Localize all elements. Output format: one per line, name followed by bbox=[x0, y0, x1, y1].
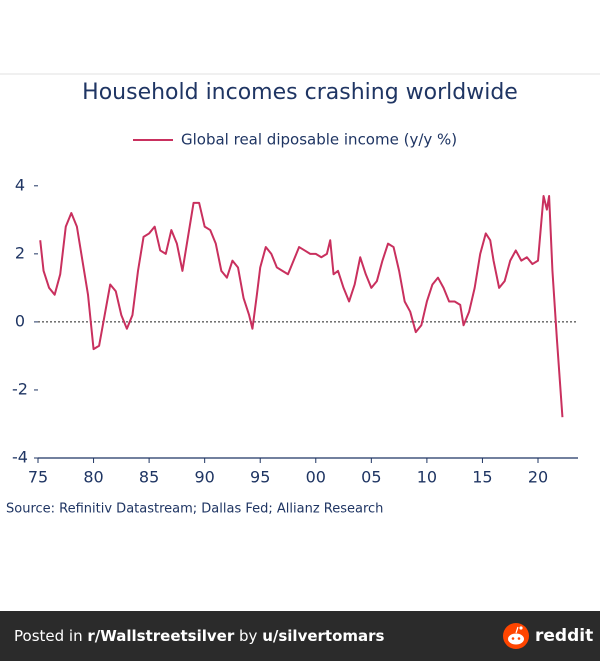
series-line bbox=[39, 195, 564, 418]
reddit-logo bbox=[503, 623, 529, 649]
x-tick-label: 05 bbox=[361, 468, 381, 487]
x-tick-label: 85 bbox=[139, 468, 159, 487]
x-tick-label: 10 bbox=[417, 468, 437, 487]
x-tick-label: 00 bbox=[306, 468, 326, 487]
y-tick-label: 4 bbox=[15, 175, 25, 194]
x-tick-label: 75 bbox=[28, 468, 48, 487]
footer-bar bbox=[0, 611, 600, 661]
x-tick-label: 95 bbox=[250, 468, 270, 487]
y-tick-label: 2 bbox=[15, 243, 25, 262]
footer-text: Posted in r/Wallstreetsilver by u/silver… bbox=[14, 627, 385, 645]
y-tick-label: -4 bbox=[12, 448, 28, 467]
y-tick-label: -2 bbox=[12, 379, 28, 398]
chart-title: Household incomes crashing worldwide bbox=[82, 80, 518, 105]
y-tick-label: 0 bbox=[15, 311, 25, 330]
x-tick-label: 90 bbox=[194, 468, 214, 487]
x-tick-label: 80 bbox=[83, 468, 103, 487]
source-note: Source: Refinitiv Datastream; Dallas Fed… bbox=[6, 502, 383, 517]
by: by bbox=[239, 627, 258, 645]
brand: reddit bbox=[535, 626, 593, 646]
posted-in: Posted in bbox=[14, 627, 83, 645]
subreddit[interactable]: r/Wallstreetsilver bbox=[87, 627, 234, 645]
x-tick-label: 15 bbox=[472, 468, 492, 487]
legend-label: Global real diposable income (y/y %) bbox=[181, 131, 457, 149]
x-tick-label: 20 bbox=[528, 468, 548, 487]
user[interactable]: u/silvertomars bbox=[262, 627, 384, 645]
